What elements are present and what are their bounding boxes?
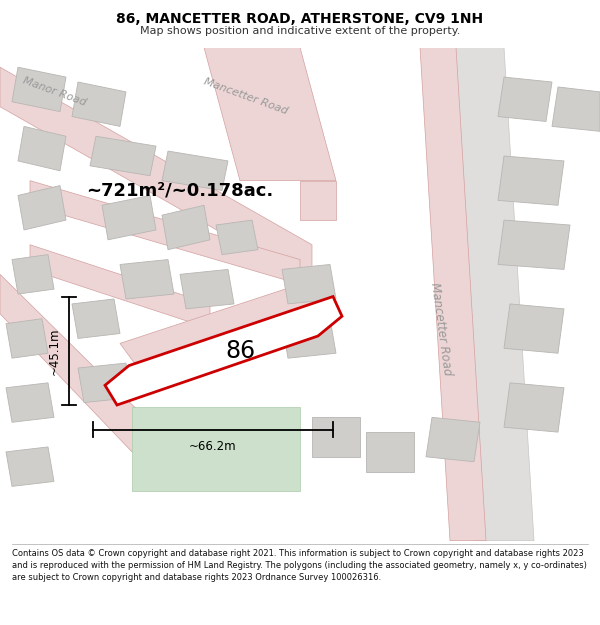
Polygon shape [498,77,552,121]
Polygon shape [216,220,258,254]
Polygon shape [444,48,534,541]
Polygon shape [6,447,54,486]
Polygon shape [180,269,234,309]
Polygon shape [204,48,336,181]
Polygon shape [120,284,318,368]
Text: Contains OS data © Crown copyright and database right 2021. This information is : Contains OS data © Crown copyright and d… [12,549,587,582]
Polygon shape [12,254,54,294]
Polygon shape [498,220,570,269]
Polygon shape [366,432,414,472]
Text: ~45.1m: ~45.1m [47,327,61,374]
Polygon shape [30,181,300,284]
Polygon shape [78,363,132,403]
Polygon shape [72,82,126,126]
Polygon shape [120,259,174,299]
Polygon shape [282,319,336,358]
Polygon shape [0,68,312,284]
Polygon shape [18,186,66,230]
Polygon shape [312,418,360,457]
Polygon shape [504,304,564,353]
Polygon shape [504,383,564,432]
Polygon shape [0,274,180,452]
Polygon shape [6,319,48,358]
Polygon shape [552,87,600,131]
Text: ~721m²/~0.178ac.: ~721m²/~0.178ac. [86,181,274,199]
Polygon shape [90,136,156,176]
Polygon shape [6,383,54,423]
Text: Manor Road: Manor Road [21,76,87,108]
Polygon shape [420,48,486,541]
Text: Mancetter Road: Mancetter Road [428,281,454,376]
Polygon shape [498,156,564,205]
Polygon shape [162,205,210,249]
Polygon shape [426,418,480,462]
Text: Mancetter Road: Mancetter Road [203,77,289,117]
Polygon shape [102,196,156,240]
Polygon shape [282,264,336,304]
Polygon shape [12,68,66,112]
Text: Map shows position and indicative extent of the property.: Map shows position and indicative extent… [140,26,460,36]
Polygon shape [132,408,300,491]
Polygon shape [162,151,228,191]
Polygon shape [300,181,336,220]
Text: 86: 86 [225,339,255,362]
Polygon shape [18,126,66,171]
Text: 86, MANCETTER ROAD, ATHERSTONE, CV9 1NH: 86, MANCETTER ROAD, ATHERSTONE, CV9 1NH [116,12,484,26]
Text: ~66.2m: ~66.2m [189,441,237,453]
Polygon shape [72,299,120,339]
Polygon shape [30,245,210,329]
Polygon shape [105,296,342,405]
